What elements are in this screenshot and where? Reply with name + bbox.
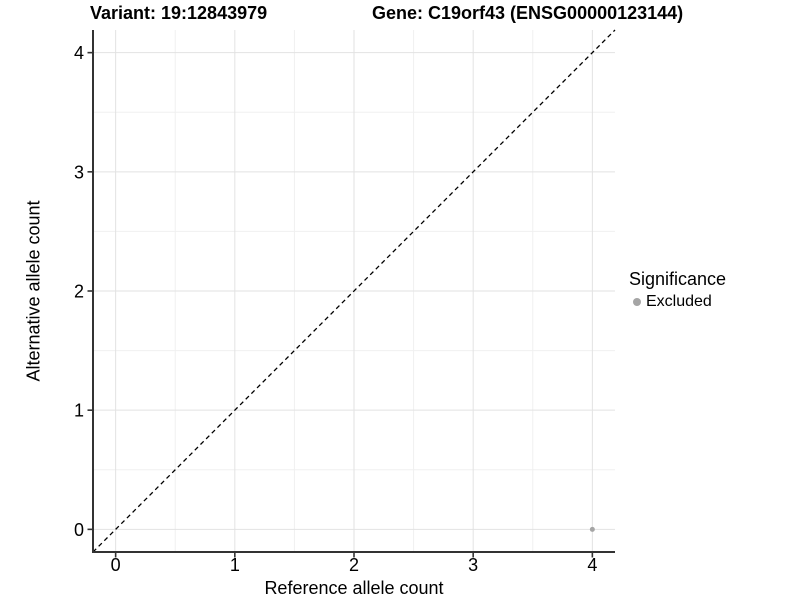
- legend: Significance Excluded: [629, 268, 726, 312]
- legend-title: Significance: [629, 269, 727, 289]
- point-key-icon: [633, 298, 641, 306]
- svg-text:2: 2: [74, 282, 84, 302]
- y-axis-title: Alternative allele count: [23, 200, 44, 382]
- legend-item-excluded: Excluded: [629, 292, 726, 312]
- plot-title-variant: Variant: 19:12843979: [90, 3, 268, 23]
- x-axis-title: Reference allele count: [264, 578, 444, 598]
- svg-text:3: 3: [74, 162, 84, 182]
- legend-item-label: Excluded: [646, 293, 712, 310]
- svg-text:1: 1: [74, 401, 84, 421]
- svg-text:1: 1: [230, 555, 240, 575]
- svg-text:4: 4: [587, 555, 597, 575]
- svg-text:0: 0: [111, 555, 121, 575]
- svg-text:2: 2: [349, 555, 359, 575]
- svg-text:0: 0: [74, 520, 84, 540]
- plot-title-gene: Gene: C19orf43 (ENSG00000123144): [372, 3, 684, 23]
- svg-text:4: 4: [74, 43, 84, 63]
- svg-text:3: 3: [468, 555, 478, 575]
